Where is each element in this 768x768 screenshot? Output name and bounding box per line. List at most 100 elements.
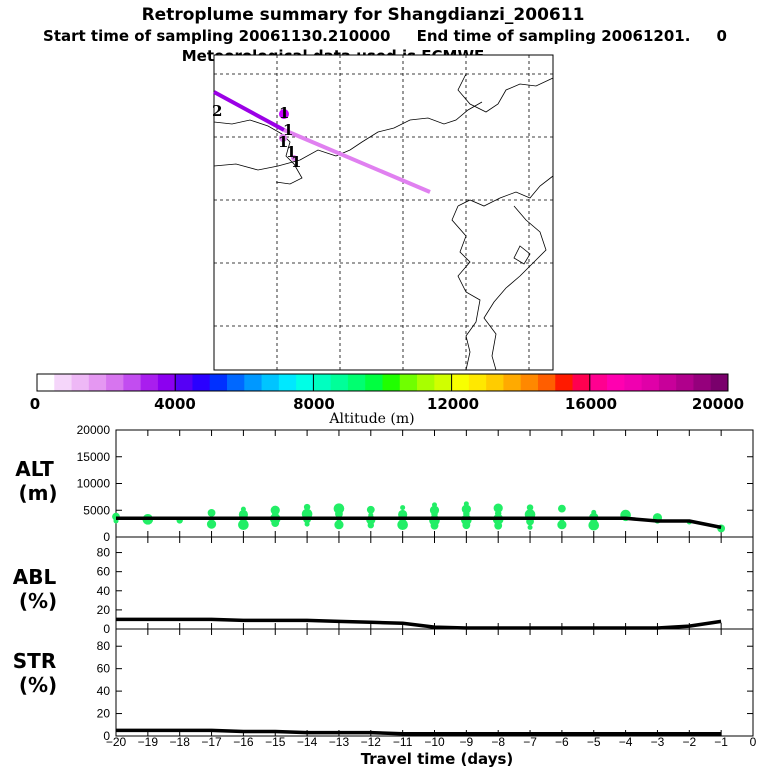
altitude-point bbox=[526, 504, 534, 511]
x-axis-label: Travel time (days) bbox=[361, 750, 514, 768]
plume-marker bbox=[279, 109, 289, 119]
colorbar-swatch bbox=[382, 374, 401, 391]
y-tick-label: 20000 bbox=[77, 423, 111, 437]
altitude-point bbox=[432, 502, 437, 508]
colorbar-swatch bbox=[589, 374, 608, 391]
alt-label-unit: (m) bbox=[18, 481, 57, 505]
colorbar-swatch bbox=[693, 374, 712, 391]
x-tick-label: −17 bbox=[201, 735, 222, 749]
map-borders bbox=[213, 73, 554, 371]
x-tick-label: −4 bbox=[619, 735, 633, 749]
altitude-point bbox=[400, 505, 406, 511]
altitude-point bbox=[333, 503, 345, 514]
x-tick-label: −15 bbox=[265, 735, 286, 749]
altitude-point bbox=[366, 505, 375, 514]
x-tick-label: −20 bbox=[106, 735, 127, 749]
x-tick-label: −6 bbox=[555, 735, 569, 749]
x-tick-label: −8 bbox=[491, 735, 505, 749]
str-panel-label: STR (%) bbox=[13, 649, 63, 697]
colorbar-tick: 16000 bbox=[565, 395, 617, 413]
colorbar-swatch bbox=[71, 374, 90, 391]
altitude-point bbox=[368, 512, 374, 518]
plume-label: 2 bbox=[212, 102, 222, 120]
colorbar-swatch bbox=[624, 374, 643, 391]
x-tick-label: −11 bbox=[393, 735, 413, 749]
colorbar-swatch bbox=[641, 374, 660, 391]
colorbar-swatch bbox=[330, 374, 349, 391]
altitude-point bbox=[558, 504, 566, 513]
colorbar-swatch bbox=[157, 374, 176, 391]
plume-marker bbox=[279, 134, 287, 142]
plume-label: 1 bbox=[291, 153, 301, 171]
colorbar-swatch bbox=[417, 374, 435, 391]
y-tick-label: 0 bbox=[103, 729, 110, 743]
y-tick-label: 15000 bbox=[77, 450, 111, 464]
altitude-point bbox=[429, 505, 440, 515]
colorbar-swatch bbox=[399, 374, 418, 391]
y-tick-label: 20 bbox=[97, 707, 111, 721]
colorbar-swatch bbox=[434, 374, 452, 391]
colorbar-tick: 0 bbox=[30, 395, 40, 413]
time-series-panels: 20000150001000050000806040200806040200−2… bbox=[77, 423, 757, 749]
colorbar-swatch bbox=[278, 374, 297, 391]
y-tick-label: 0 bbox=[103, 530, 110, 544]
colorbar-swatch bbox=[520, 374, 539, 391]
colorbar-swatch bbox=[555, 374, 573, 391]
plume-downwind-segment bbox=[283, 128, 431, 194]
plume-label: 1 bbox=[279, 104, 289, 122]
colorbar-swatch bbox=[54, 374, 72, 391]
colorbar-swatch bbox=[227, 374, 245, 391]
altitude-point bbox=[334, 520, 344, 530]
trajectory-map: 2 1 1 1 1 1 bbox=[212, 54, 554, 371]
y-tick-label: 20 bbox=[97, 603, 111, 617]
colorbar-swatch bbox=[607, 374, 625, 391]
y-tick-label: 10000 bbox=[77, 477, 111, 491]
y-tick-label: 40 bbox=[97, 584, 111, 598]
y-tick-label: 80 bbox=[97, 639, 111, 653]
colorbar-swatch bbox=[123, 374, 142, 391]
abl-label-top: ABL bbox=[13, 565, 57, 589]
x-tick-label: −18 bbox=[170, 735, 191, 749]
y-tick-label: 5000 bbox=[83, 503, 110, 517]
altitude-point bbox=[527, 524, 533, 530]
x-tick-label: −10 bbox=[424, 735, 445, 749]
alt-label-top: ALT bbox=[15, 457, 54, 481]
colorbar-tick: 12000 bbox=[427, 395, 479, 413]
str-label-unit: (%) bbox=[19, 673, 57, 697]
plume-upwind-segment bbox=[213, 90, 285, 132]
altitude-point bbox=[493, 503, 503, 513]
x-tick-label: 0 bbox=[750, 735, 757, 749]
altitude-point bbox=[463, 501, 469, 507]
x-tick-label: −2 bbox=[682, 735, 696, 749]
x-tick-label: −7 bbox=[523, 735, 537, 749]
altitude-point bbox=[397, 519, 408, 530]
colorbar-swatch bbox=[537, 374, 556, 391]
x-tick-label: −1 bbox=[714, 735, 728, 749]
altitude-point bbox=[303, 503, 311, 511]
x-tick-label: −16 bbox=[233, 735, 254, 749]
str-series-line bbox=[116, 728, 722, 736]
map-frame bbox=[213, 54, 554, 371]
plume-label: 1 bbox=[278, 133, 288, 151]
colorbar-swatch bbox=[261, 374, 280, 391]
y-tick-label: 60 bbox=[97, 662, 111, 676]
y-tick-label: 60 bbox=[97, 565, 111, 579]
x-tick-label: −19 bbox=[138, 735, 159, 749]
colorbar-swatch bbox=[486, 374, 504, 391]
plume-marker bbox=[291, 155, 297, 161]
colorbar-swatch bbox=[658, 374, 677, 391]
colorbar-swatch bbox=[175, 374, 193, 391]
colorbar-swatch bbox=[140, 374, 159, 391]
plume-label: 1 bbox=[286, 143, 296, 161]
colorbar-swatch bbox=[347, 374, 366, 391]
colorbar-swatch bbox=[710, 374, 729, 391]
altitude-point bbox=[591, 509, 597, 515]
x-tick-label: −12 bbox=[361, 735, 382, 749]
colorbar-swatch bbox=[313, 374, 332, 391]
x-tick-label: −13 bbox=[329, 735, 350, 749]
altitude-point bbox=[206, 519, 217, 529]
colorbar-label: Altitude (m) bbox=[328, 411, 414, 427]
altitude-point bbox=[207, 509, 216, 517]
colorbar-tick: 20000 bbox=[692, 395, 744, 413]
